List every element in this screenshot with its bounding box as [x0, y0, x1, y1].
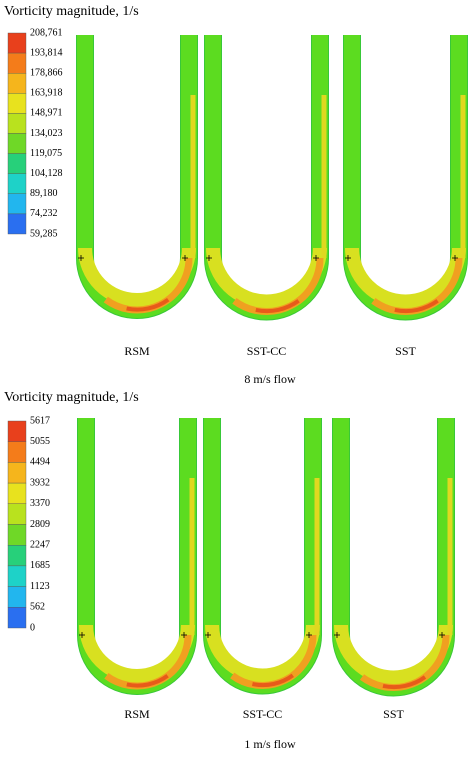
legend-band: [7, 72, 27, 94]
legend-band: [7, 420, 27, 442]
legend-label: 5617: [30, 415, 50, 426]
model-label: SST: [395, 344, 416, 358]
legend-label: 74,232: [30, 208, 58, 219]
model-label: RSM: [124, 344, 150, 358]
legend-band: [7, 193, 27, 215]
legend-label: 1123: [30, 581, 50, 592]
legend-band: [7, 482, 27, 505]
legend-label: 5055: [30, 436, 50, 447]
legend-label: 119,075: [30, 148, 62, 159]
legend-title: Vorticity magnitude, 1/s: [4, 390, 139, 405]
bend-peak: [251, 673, 294, 688]
legend-band: [7, 113, 27, 134]
bend-zone: [79, 624, 195, 683]
bend-peak: [394, 299, 439, 314]
legend-band: [7, 153, 27, 174]
model-label: SST-CC: [247, 344, 287, 358]
legend-band: [7, 524, 27, 546]
legend-label: 104,128: [30, 168, 63, 179]
legend-band: [7, 607, 27, 629]
bend-peak: [126, 297, 170, 312]
legend-band: [7, 32, 27, 54]
model-label: RSM: [124, 707, 150, 721]
legend-title: Vorticity magnitude, 1/s: [4, 4, 139, 19]
bend-zone: [205, 624, 320, 683]
legend-label: 148,971: [30, 108, 63, 119]
legend-band: [7, 462, 27, 484]
bend-zone: [206, 247, 327, 309]
bend-zone: [345, 247, 466, 309]
legend-band: [7, 133, 27, 154]
legend-band: [7, 503, 27, 525]
u-bend-flow: [344, 35, 467, 320]
legend-label: 2809: [30, 519, 50, 530]
legend-label: 193,814: [30, 47, 63, 58]
legend-label: 4494: [30, 457, 50, 468]
legend-label: 89,180: [30, 188, 58, 199]
legend-band: [7, 93, 27, 114]
legend-label: 1685: [30, 560, 50, 571]
u-bend-wall: [77, 418, 197, 695]
model-label: SST: [383, 707, 404, 721]
legend-label: 178,866: [30, 67, 63, 78]
u-bend-wall: [204, 35, 329, 321]
legend-band: [7, 565, 27, 587]
u-bend-flow: [205, 35, 328, 320]
u-bend-wall: [343, 35, 468, 321]
u-bend-flow: [77, 35, 197, 318]
legend-band: [7, 52, 27, 74]
bend-peak: [255, 299, 300, 314]
u-bend-flow: [333, 418, 454, 696]
bend-peak: [126, 674, 169, 688]
model-label: SST-CC: [243, 707, 283, 721]
u-bend-flow: [78, 418, 196, 694]
legend-band: [7, 441, 27, 463]
u-bend-wall: [76, 35, 198, 319]
legend-label: 3932: [30, 477, 50, 488]
bend-zone: [78, 247, 196, 307]
bend-peak: [382, 675, 427, 690]
u-bend-flow: [204, 418, 321, 694]
caption: 1 m/s flow: [244, 737, 296, 751]
u-bend-wall: [203, 418, 322, 695]
legend-band: [7, 586, 27, 608]
legend-label: 59,285: [30, 228, 58, 239]
bend-zone: [334, 624, 453, 685]
caption: 8 m/s flow: [244, 372, 296, 386]
legend-label: 3370: [30, 498, 50, 509]
legend-band: [7, 545, 27, 567]
legend-label: 0: [30, 622, 35, 633]
legend-band: [7, 213, 27, 235]
legend-label: 163,918: [30, 88, 63, 99]
u-bend-wall: [332, 418, 455, 697]
legend-label: 208,761: [30, 27, 63, 38]
legend-band: [7, 173, 27, 194]
legend-label: 134,023: [30, 128, 63, 139]
legend-label: 2247: [30, 539, 50, 550]
legend-label: 562: [30, 602, 45, 613]
